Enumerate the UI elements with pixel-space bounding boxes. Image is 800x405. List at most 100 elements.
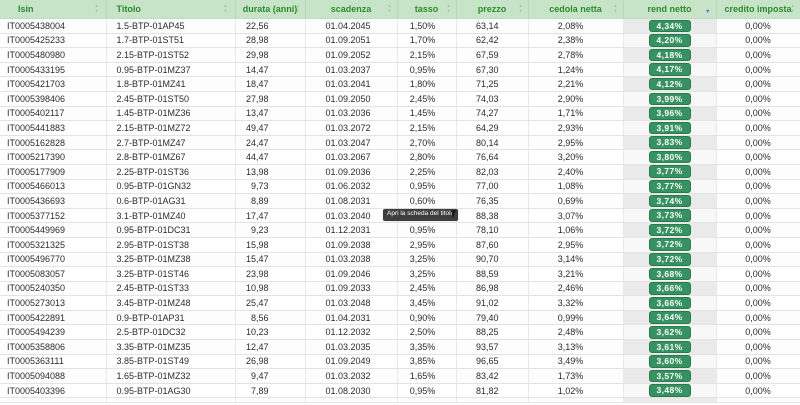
empty-cell — [305, 397, 398, 404]
column-header-durata[interactable]: durata (anni) — [235, 0, 306, 19]
cell-scadenza: 01.12.2031 — [305, 222, 398, 238]
cell-credito: 0,00% — [716, 135, 800, 151]
column-header-rend[interactable]: rend netto — [623, 0, 717, 19]
cell-titolo: 2.45-BTP-01ST33 — [106, 281, 236, 297]
cell-scadenza: 01.09.2036 — [305, 164, 398, 180]
cell-titolo: 1.45-BTP-01MZ36 — [106, 106, 236, 122]
table-row[interactable]: IT0005321325 2.95-BTP-01ST38 15,98 01.09.20… — [0, 237, 800, 253]
cell-prezzo: 83,42 — [456, 368, 529, 384]
cell-rend: 4,20% — [623, 33, 717, 49]
table-row[interactable]: IT0005425233 1.7-BTP-01ST51 28,98 01.09.205… — [0, 33, 800, 49]
cell-rend: 3,68% — [623, 266, 717, 282]
cell-tasso: 2,15% — [397, 120, 457, 136]
table-row[interactable]: IT0005449969 0.95-BTP-01DC31 9,23 01.12.203… — [0, 222, 800, 238]
cell-isin: IT0005377152 — [0, 208, 107, 224]
cell-durata: 15,98 — [235, 237, 306, 253]
cell-rend: 3,60% — [623, 354, 717, 370]
table-row[interactable]: IT0005441883 2.15-BTP-01MZ72 49,47 01.03.20… — [0, 120, 800, 136]
column-header-isin[interactable]: Isin — [0, 0, 107, 19]
table-row[interactable]: IT0005377152 3.1-BTP-01MZ40 17,47 01.03.204… — [0, 208, 800, 224]
table-row[interactable]: IT0005177909 2.25-BTP-01ST36 13,98 01.09.20… — [0, 164, 800, 180]
table-row[interactable]: IT0005094088 1.65-BTP-01MZ32 9,47 01.03.203… — [0, 368, 800, 384]
table-row[interactable]: IT0005438004 1.5-BTP-01AP45 22,56 01.04.204… — [0, 18, 800, 34]
column-header-titolo[interactable]: Titolo — [106, 0, 236, 19]
column-header-label: cedola netta — [549, 4, 602, 14]
cell-prezzo: 88,25 — [456, 324, 529, 341]
cell-credito: 0,00% — [716, 149, 800, 165]
cell-prezzo: 76,35 — [456, 193, 529, 209]
cell-scadenza: 01.03.2048 — [305, 295, 398, 311]
cell-cedola: 3,13% — [528, 339, 624, 355]
table-row[interactable]: IT0005398406 2.45-BTP-01ST50 27,98 01.09.20… — [0, 91, 800, 107]
table-row[interactable]: IT0005480980 2.15-BTP-01ST52 29,98 01.09.20… — [0, 47, 800, 63]
rend-netto-badge: 3,66% — [648, 296, 691, 310]
cell-durata: 8,89 — [235, 193, 306, 209]
cell-cedola: 1,24% — [528, 62, 624, 78]
cell-cedola: 0,69% — [528, 193, 624, 209]
cell-scadenza: 01.03.2032 — [305, 368, 398, 384]
column-header-label: prezzo — [477, 4, 507, 14]
cell-cedola: 2,21% — [528, 76, 624, 92]
cell-tasso: 0,95% — [397, 383, 457, 399]
cell-rend: 4,34% — [623, 18, 717, 34]
table-row[interactable]: IT0005466013 0.95-BTP-01GN32 9,73 01.06.203… — [0, 179, 800, 195]
cell-tasso: 0,60% — [397, 193, 457, 209]
cell-tasso: 2,50% — [397, 324, 457, 341]
cell-rend: 3,72% — [623, 237, 717, 253]
table-row[interactable]: IT0005402117 1.45-BTP-01MZ36 13,47 01.03.20… — [0, 106, 800, 122]
cell-tasso: 3,35% — [397, 339, 457, 355]
cell-cedola: 3,49% — [528, 354, 624, 370]
cell-durata: 17,47 — [235, 208, 306, 224]
table-row[interactable]: IT0005358806 3.35-BTP-01MZ35 12,47 01.03.20… — [0, 339, 800, 355]
table-row[interactable]: IT0005403396 0.95-BTP-01AG30 7,89 01.08.203… — [0, 383, 800, 399]
column-header-tasso[interactable]: tasso — [397, 0, 457, 19]
column-header-cedola[interactable]: cedola netta — [528, 0, 624, 19]
rend-netto-badge: 3,48% — [648, 384, 691, 397]
column-header-label: tasso — [414, 4, 439, 14]
cell-prezzo: 88,38 — [456, 208, 529, 224]
column-header-prezzo[interactable]: prezzo — [456, 0, 529, 19]
cell-rend: 3,99% — [623, 91, 717, 107]
column-header-label: Isin — [18, 4, 34, 14]
cell-durata: 10,23 — [235, 324, 306, 341]
cell-scadenza: 01.03.2037 — [305, 62, 398, 78]
cell-isin: IT0005162828 — [0, 135, 107, 151]
cell-durata: 9,47 — [235, 368, 306, 384]
empty-cell — [235, 397, 306, 404]
column-header-credito[interactable]: credito imposta — [716, 0, 800, 19]
cell-scadenza: 01.08.2031 — [305, 193, 398, 209]
table-row[interactable]: IT0005494239 2.5-BTP-01DC32 10,23 01.12.203… — [0, 324, 800, 341]
cell-cedola: 1,02% — [528, 383, 624, 399]
table-row[interactable]: IT0005162828 2.7-BTP-01MZ47 24,47 01.03.204… — [0, 135, 800, 151]
cell-credito: 0,00% — [716, 62, 800, 78]
table-row[interactable]: IT0005217390 2.8-BTP-01MZ67 44,47 01.03.206… — [0, 149, 800, 165]
cell-durata: 27,98 — [235, 91, 306, 107]
cell-scadenza: 01.09.2052 — [305, 47, 398, 63]
table-row[interactable]: IT0005422891 0.9-BTP-01AP31 8,56 01.04.2031… — [0, 310, 800, 326]
sort-icon — [789, 4, 797, 13]
cell-scadenza: 01.03.2047 — [305, 135, 398, 151]
table-row[interactable]: IT0005421703 1.8-BTP-01MZ41 18,47 01.03.204… — [0, 76, 800, 92]
table-row[interactable]: IT0005240350 2.45-BTP-01ST33 10,98 01.09.20… — [0, 281, 800, 297]
table-row[interactable]: IT0005273013 3.45-BTP-01MZ48 25,47 01.03.20… — [0, 295, 800, 311]
table-row[interactable]: IT0005083057 3.25-BTP-01ST46 23,98 01.09.20… — [0, 266, 800, 282]
cell-durata: 49,47 — [235, 120, 306, 136]
table-row[interactable]: IT0005363111 3.85-BTP-01ST49 26,98 01.09.20… — [0, 354, 800, 370]
table-row[interactable]: IT0005433195 0.95-BTP-01MZ37 14,47 01.03.20… — [0, 62, 800, 78]
empty-cell — [0, 397, 107, 404]
cell-rend: 4,17% — [623, 62, 717, 78]
sort-icon — [612, 4, 620, 13]
cell-prezzo: 77,00 — [456, 179, 529, 195]
cell-isin: IT0005273013 — [0, 295, 107, 311]
tooltip: Apri la scheda del titolo — [383, 209, 459, 221]
table-row[interactable]: IT0005496770 3.25-BTP-01MZ38 15,47 01.03.20… — [0, 252, 800, 268]
rend-netto-badge: 3,60% — [648, 355, 691, 368]
column-header-label: durata (anni) — [242, 4, 298, 14]
cell-titolo: 2.5-BTP-01DC32 — [106, 324, 236, 341]
column-header-scadenza[interactable]: scadenza — [305, 0, 398, 19]
table-row[interactable]: IT0005436693 0.6-BTP-01AG31 8,89 01.08.2031… — [0, 193, 800, 209]
rend-netto-badge: 3,83% — [648, 136, 691, 149]
cell-durata: 26,98 — [235, 354, 306, 370]
